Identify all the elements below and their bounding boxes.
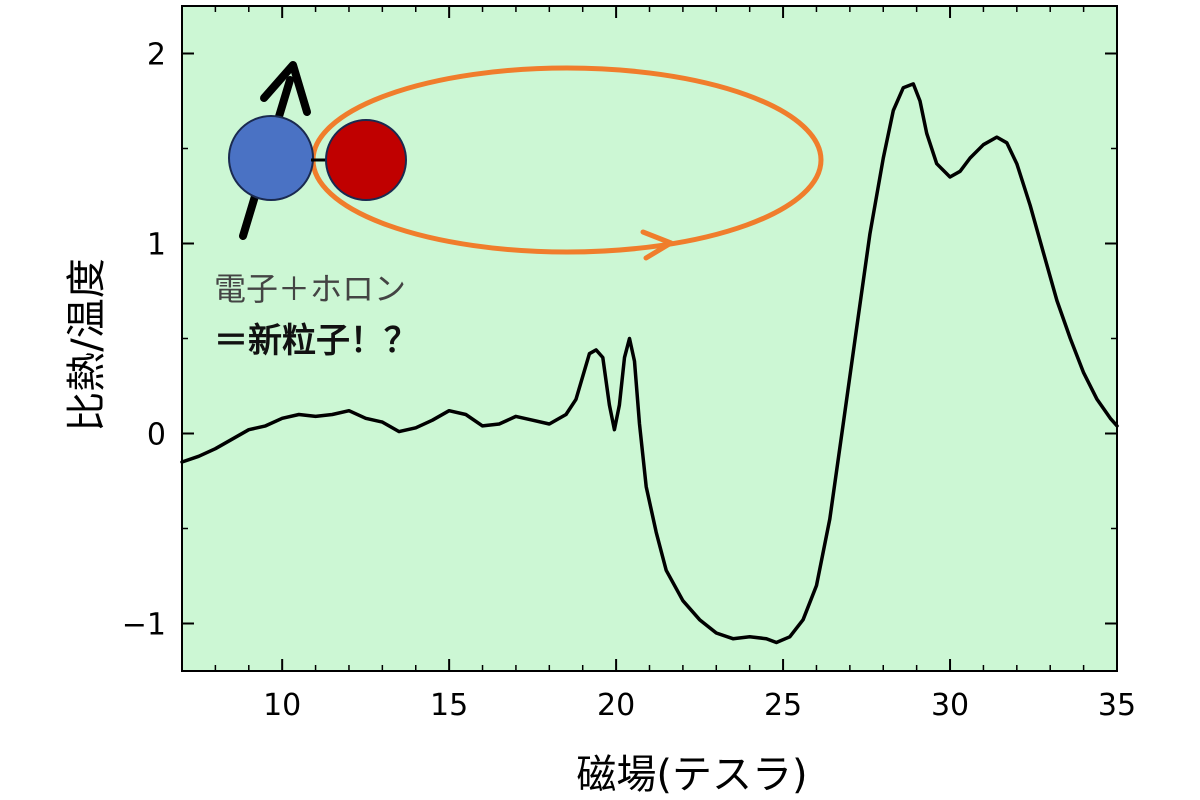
orbit-arrowhead — [640, 229, 674, 261]
x-tick-label: 15 — [430, 688, 468, 723]
holon-circle — [325, 119, 407, 201]
x-tick-label: 35 — [1098, 688, 1136, 723]
annotation-line1: 電子＋ホロン — [214, 270, 406, 308]
x-axis: 10 15 20 25 30 35 — [181, 6, 1136, 723]
y-tick-label: −1 — [122, 608, 166, 643]
y-tick-label: 1 — [147, 228, 166, 263]
y-axis: −1 0 1 2 — [122, 38, 1117, 643]
plot-area — [182, 6, 1117, 671]
x-tick-label: 30 — [931, 688, 969, 723]
x-tick-label: 10 — [263, 688, 301, 723]
y-tick-label: 2 — [147, 38, 166, 73]
annotation-diagram: 電子＋ホロン ＝新粒子！？ — [214, 61, 824, 361]
y-axis-title: 比熱/温度 — [64, 258, 110, 431]
annotation-line2: ＝新粒子！？ — [214, 321, 418, 361]
series-line-0 — [180, 82, 1119, 645]
x-axis-title: 磁場(テスラ) — [576, 752, 807, 798]
spin-arrowhead — [260, 61, 311, 116]
data-layer — [180, 82, 1119, 645]
electron-circle — [228, 115, 314, 201]
y-tick-label: 0 — [147, 418, 166, 453]
x-tick-label: 20 — [597, 688, 635, 723]
x-tick-label: 25 — [764, 688, 802, 723]
